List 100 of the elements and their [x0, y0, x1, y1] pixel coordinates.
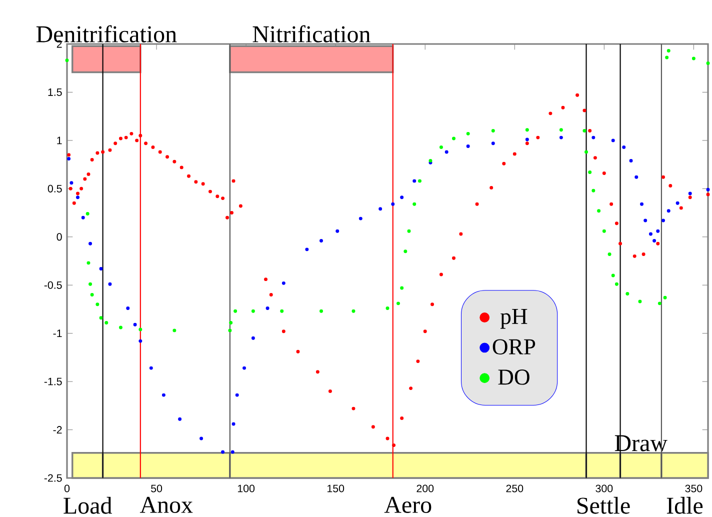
y-tick-label: 0.5 — [48, 184, 62, 192]
x-tick-label: 350 — [685, 484, 702, 492]
point — [706, 62, 710, 66]
point — [400, 286, 404, 290]
band-label: Nitrification — [252, 25, 370, 42]
point — [88, 242, 92, 246]
point — [96, 302, 100, 306]
point — [104, 320, 108, 324]
point — [178, 417, 182, 421]
point — [614, 282, 618, 286]
point — [358, 216, 362, 220]
point — [622, 145, 626, 149]
point — [525, 138, 529, 142]
point — [232, 422, 236, 426]
point — [412, 202, 416, 206]
point — [76, 196, 80, 200]
point — [597, 209, 601, 213]
point — [692, 56, 696, 60]
x-tick-label: 100 — [238, 484, 255, 492]
point — [280, 309, 284, 313]
y-tick-label: 1 — [57, 136, 62, 144]
point — [666, 49, 670, 52]
y-tick-label: 1.5 — [48, 88, 62, 96]
point — [665, 56, 669, 60]
point — [305, 248, 309, 252]
point — [466, 144, 470, 148]
point — [611, 138, 615, 142]
point — [386, 306, 390, 310]
point — [320, 309, 323, 313]
point — [525, 128, 529, 132]
point — [138, 339, 142, 343]
point — [626, 292, 630, 296]
point — [242, 366, 246, 370]
point — [99, 266, 103, 270]
point — [611, 274, 615, 278]
point — [439, 145, 443, 149]
legend-label: pH — [500, 309, 528, 329]
point — [99, 316, 103, 320]
x-tick-label: 250 — [506, 484, 524, 492]
point — [336, 229, 340, 233]
point — [88, 282, 92, 286]
point — [228, 328, 232, 332]
point — [229, 320, 233, 324]
band-label: Aero — [384, 496, 432, 514]
point — [138, 328, 142, 332]
x-tick-label: 150 — [328, 484, 344, 492]
band-label: Idle — [666, 496, 703, 514]
point — [230, 450, 234, 454]
point — [584, 150, 588, 154]
point — [251, 309, 255, 313]
band-label: Denitrification — [36, 25, 177, 42]
point — [559, 136, 563, 140]
point — [444, 150, 448, 154]
point — [418, 179, 422, 183]
point — [221, 450, 225, 454]
point — [200, 436, 204, 440]
point — [658, 302, 662, 306]
point — [378, 207, 382, 211]
x-tick-label: 50 — [151, 484, 162, 492]
point — [396, 302, 400, 306]
band-label: Anox — [140, 496, 193, 514]
x-tick-label: 0 — [64, 484, 70, 492]
y-tick-label: -2 — [53, 426, 62, 434]
point — [391, 202, 395, 206]
point — [282, 281, 286, 285]
point — [676, 201, 680, 205]
point — [320, 239, 323, 242]
point — [172, 328, 176, 332]
y-tick-label: -1 — [53, 330, 62, 337]
point — [266, 306, 270, 310]
point — [491, 129, 495, 133]
point — [86, 261, 90, 265]
point — [404, 250, 408, 254]
band-label: Settle — [578, 496, 630, 514]
y-tick-label: 0 — [56, 233, 62, 241]
band-label: Load — [64, 496, 112, 514]
point — [251, 336, 255, 340]
point — [65, 58, 69, 62]
point — [592, 188, 596, 192]
point — [663, 296, 667, 300]
point — [629, 158, 633, 162]
point — [688, 192, 692, 196]
y-tick-label: -0.5 — [44, 281, 62, 289]
point — [662, 218, 665, 222]
point — [407, 229, 411, 233]
point — [706, 188, 710, 192]
legend-label: ORP — [492, 339, 536, 354]
point — [608, 252, 612, 256]
point — [108, 282, 112, 286]
point — [452, 136, 456, 140]
point — [352, 309, 356, 313]
point — [582, 129, 586, 133]
point — [638, 300, 642, 304]
point — [466, 132, 470, 136]
point — [90, 293, 94, 296]
point — [70, 181, 74, 185]
point — [559, 128, 563, 132]
point — [491, 142, 495, 146]
point — [640, 202, 644, 206]
point — [592, 136, 596, 140]
